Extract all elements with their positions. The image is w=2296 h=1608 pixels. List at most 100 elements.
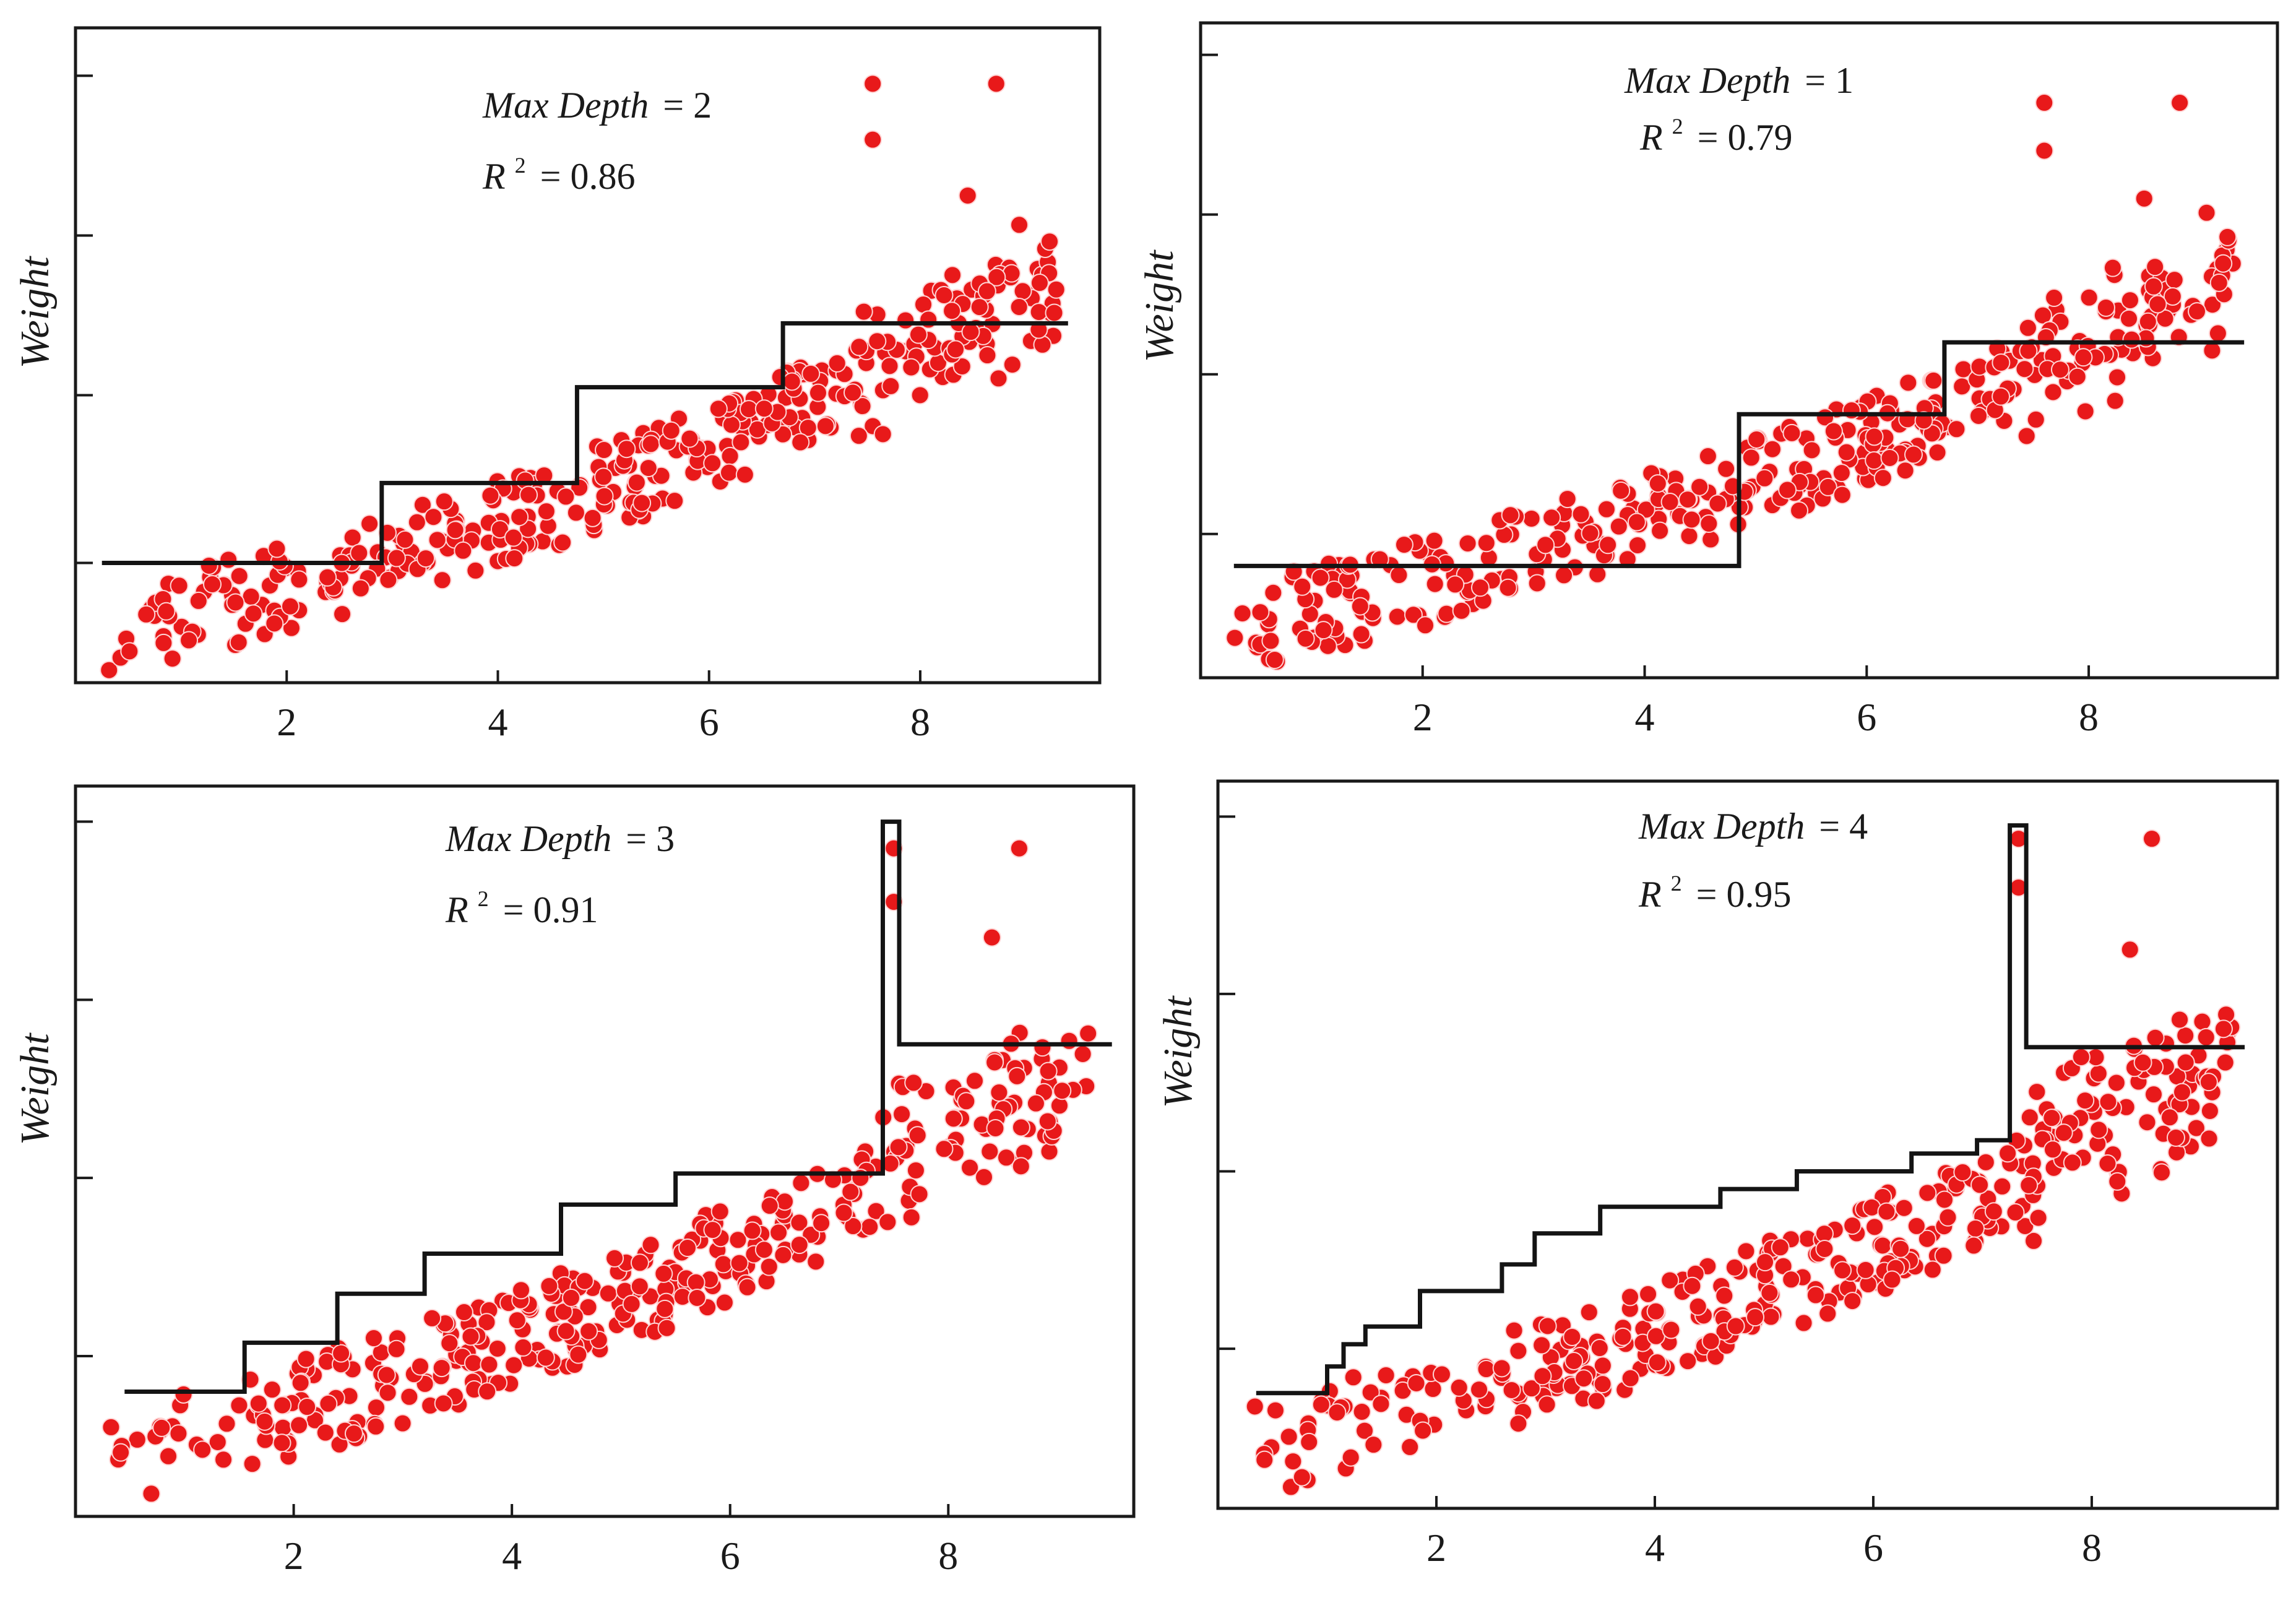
data-point (1755, 469, 1774, 488)
data-point (902, 358, 921, 377)
data-point (2214, 254, 2233, 273)
data-point (214, 1450, 233, 1469)
data-point (434, 492, 454, 511)
data-point (1376, 1365, 1396, 1385)
data-point (454, 1303, 473, 1322)
data-point (461, 1327, 480, 1346)
data-point (2144, 1085, 2164, 1104)
data-point (714, 1255, 733, 1274)
data-point (622, 1294, 641, 1313)
data-point (2160, 1108, 2179, 1127)
data-point (1449, 1378, 1469, 1397)
data-point (1509, 1414, 1528, 1433)
data-point (605, 1248, 624, 1268)
data-point (902, 1208, 921, 1227)
data-point (1344, 1368, 1363, 1387)
data-point (2079, 288, 2099, 307)
r2-label: R (1638, 874, 1662, 915)
data-point (1593, 1356, 1612, 1375)
data-point (1832, 464, 1851, 483)
data-point (1261, 631, 1280, 651)
r2-superscript: 2 (515, 153, 526, 178)
data-point (1355, 1421, 1375, 1440)
x-tick-label: 8 (2079, 695, 2099, 739)
data-point (688, 1288, 707, 1307)
data-point (1477, 1360, 1496, 1379)
x-tick-label: 4 (1635, 695, 1655, 739)
data-point (2068, 367, 2087, 386)
data-point (504, 1355, 524, 1375)
data-point (179, 631, 199, 650)
data-point (1266, 1401, 1285, 1420)
data-point (2196, 1027, 2216, 1047)
data-point (2144, 277, 2163, 296)
panel-depth-1: Weight Max Depth = 1 R 2 = 0.79 2 4 6 8 (1137, 21, 2279, 739)
data-point (2199, 1129, 2219, 1148)
data-point (1045, 303, 1064, 322)
data-point (2063, 1153, 2082, 1172)
data-point (1717, 459, 1736, 478)
data-point (291, 1373, 310, 1393)
data-point (2076, 402, 2095, 421)
data-point (316, 1423, 335, 1442)
data-point (1296, 629, 1315, 648)
data-point (1824, 421, 1843, 441)
data-point (1969, 406, 1988, 425)
data-point (880, 357, 899, 376)
data-point (1251, 603, 1270, 622)
data-point (2108, 1172, 2127, 1191)
data-point (170, 576, 189, 595)
data-point (505, 549, 524, 568)
data-point (2099, 1092, 2118, 1112)
data-point (319, 1394, 338, 1413)
data-point (2045, 288, 2064, 308)
data-point (2122, 330, 2141, 349)
data-point (265, 614, 284, 633)
data-point (1029, 303, 1048, 322)
data-point (217, 1414, 236, 1433)
data-point (2107, 1073, 2126, 1092)
data-point (2176, 1053, 2195, 1072)
x-tick-label: 8 (2082, 1526, 2102, 1570)
depth-annotation: Max Depth = 4 (1638, 806, 1868, 847)
x-tick-label: 4 (1645, 1526, 1665, 1570)
data-point (2120, 940, 2139, 959)
data-point (1837, 443, 1856, 462)
data-point (1725, 1258, 1744, 1277)
data-point (174, 1385, 193, 1404)
data-point (569, 1345, 588, 1364)
data-point (514, 1338, 533, 1357)
data-point (657, 1318, 676, 1338)
data-point (2176, 1026, 2195, 1045)
data-point (952, 357, 972, 376)
data-point (1532, 1336, 1552, 1355)
data-point (1794, 1313, 1813, 1333)
data-point (1265, 651, 1284, 670)
plot-frame (1199, 21, 2279, 680)
data-point (790, 1213, 809, 1232)
data-point (1873, 1236, 1892, 1255)
y-ticks (76, 820, 93, 1357)
data-point (774, 1245, 793, 1264)
data-point (986, 74, 1006, 93)
data-point (1011, 1157, 1030, 1176)
data-point (2188, 302, 2207, 321)
data-point (791, 433, 810, 452)
data-point (2216, 1053, 2235, 1072)
data-point (1008, 1066, 1027, 1086)
data-point (1993, 1177, 2012, 1196)
data-point (730, 1253, 749, 1273)
data-point (1877, 1202, 1896, 1221)
data-point (990, 1083, 1009, 1102)
data-point (1327, 1403, 1347, 1422)
x-ticks: 2 4 6 8 (284, 1504, 958, 1578)
data-point (189, 591, 208, 610)
data-point (595, 486, 614, 506)
r2-annotation: R 2 = 0.91 (445, 873, 598, 930)
data-point (219, 550, 238, 569)
data-point (1284, 1452, 1303, 1471)
data-point (2006, 1203, 2025, 1222)
data-point (680, 429, 699, 448)
data-point (1033, 335, 1052, 354)
